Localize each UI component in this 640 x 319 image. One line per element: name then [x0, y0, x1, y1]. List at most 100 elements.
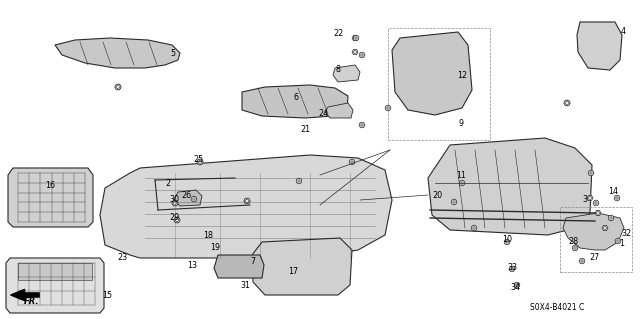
Circle shape [614, 195, 620, 201]
Text: 32: 32 [621, 228, 631, 238]
Circle shape [604, 227, 606, 229]
Circle shape [351, 161, 353, 163]
Circle shape [589, 197, 591, 199]
Polygon shape [564, 100, 570, 106]
Polygon shape [214, 255, 264, 278]
Circle shape [511, 268, 513, 270]
Circle shape [361, 54, 363, 56]
Text: 33: 33 [507, 263, 517, 271]
Circle shape [593, 200, 599, 206]
Polygon shape [252, 238, 352, 295]
Circle shape [191, 196, 197, 202]
Polygon shape [602, 226, 608, 231]
Circle shape [564, 100, 570, 106]
Circle shape [581, 260, 583, 262]
Circle shape [460, 180, 465, 186]
Text: 13: 13 [187, 261, 197, 270]
Circle shape [246, 200, 248, 203]
Circle shape [116, 85, 120, 88]
Circle shape [244, 198, 250, 204]
Text: 9: 9 [458, 120, 463, 129]
Bar [388, 28, 490, 140]
Polygon shape [18, 263, 92, 280]
Text: 26: 26 [181, 191, 191, 201]
Polygon shape [428, 138, 592, 235]
Circle shape [588, 170, 594, 176]
Circle shape [616, 197, 618, 199]
Text: 2: 2 [165, 179, 171, 188]
Text: 24: 24 [318, 108, 328, 117]
Circle shape [596, 211, 599, 214]
Circle shape [355, 37, 357, 39]
Polygon shape [174, 217, 180, 223]
Text: 28: 28 [568, 236, 578, 246]
Circle shape [471, 225, 477, 231]
Text: 4: 4 [621, 27, 625, 36]
Text: 16: 16 [45, 181, 55, 189]
Text: 14: 14 [608, 188, 618, 197]
Polygon shape [100, 155, 392, 258]
Circle shape [387, 107, 389, 109]
Circle shape [451, 199, 457, 205]
Circle shape [174, 217, 180, 223]
Polygon shape [595, 211, 601, 216]
Text: 15: 15 [102, 291, 112, 300]
Polygon shape [563, 213, 624, 250]
Text: 34: 34 [510, 284, 520, 293]
Circle shape [506, 241, 508, 243]
Circle shape [198, 160, 202, 163]
Circle shape [354, 37, 356, 39]
Polygon shape [55, 38, 180, 68]
Polygon shape [244, 198, 250, 204]
Circle shape [572, 245, 578, 251]
Circle shape [590, 172, 592, 174]
Circle shape [574, 247, 576, 249]
Circle shape [353, 35, 359, 41]
Circle shape [617, 240, 619, 242]
Text: 21: 21 [300, 125, 310, 135]
Text: 10: 10 [502, 235, 512, 244]
Text: 3: 3 [582, 196, 588, 204]
Circle shape [197, 159, 203, 165]
Circle shape [172, 200, 178, 206]
Text: 8: 8 [335, 65, 340, 75]
Circle shape [193, 198, 195, 200]
Circle shape [579, 258, 585, 264]
Polygon shape [587, 196, 593, 201]
Text: 5: 5 [170, 48, 175, 57]
Circle shape [176, 219, 178, 221]
Circle shape [566, 102, 568, 104]
Circle shape [610, 217, 612, 219]
Circle shape [359, 122, 365, 128]
Text: 30: 30 [169, 196, 179, 204]
Text: 22: 22 [333, 28, 343, 38]
Polygon shape [197, 159, 204, 165]
Circle shape [504, 239, 510, 245]
FancyArrowPatch shape [11, 289, 39, 300]
Polygon shape [242, 85, 348, 118]
Circle shape [461, 182, 463, 184]
Text: 12: 12 [457, 70, 467, 79]
Text: 31: 31 [240, 280, 250, 290]
Text: 11: 11 [456, 170, 466, 180]
Circle shape [298, 180, 300, 182]
Text: 18: 18 [203, 231, 213, 240]
Circle shape [115, 84, 121, 90]
Circle shape [385, 105, 391, 111]
Circle shape [514, 282, 520, 288]
Polygon shape [352, 49, 358, 55]
Polygon shape [577, 22, 622, 70]
Circle shape [566, 101, 568, 104]
Polygon shape [8, 168, 93, 227]
Circle shape [595, 202, 597, 204]
Circle shape [296, 178, 302, 184]
Circle shape [175, 219, 179, 221]
Text: 19: 19 [210, 243, 220, 253]
Text: S0X4-B4021 C: S0X4-B4021 C [530, 303, 584, 313]
Text: 23: 23 [117, 253, 127, 262]
Circle shape [359, 52, 365, 58]
Circle shape [361, 124, 363, 126]
Polygon shape [6, 258, 104, 313]
Circle shape [608, 215, 614, 221]
Circle shape [509, 266, 515, 272]
